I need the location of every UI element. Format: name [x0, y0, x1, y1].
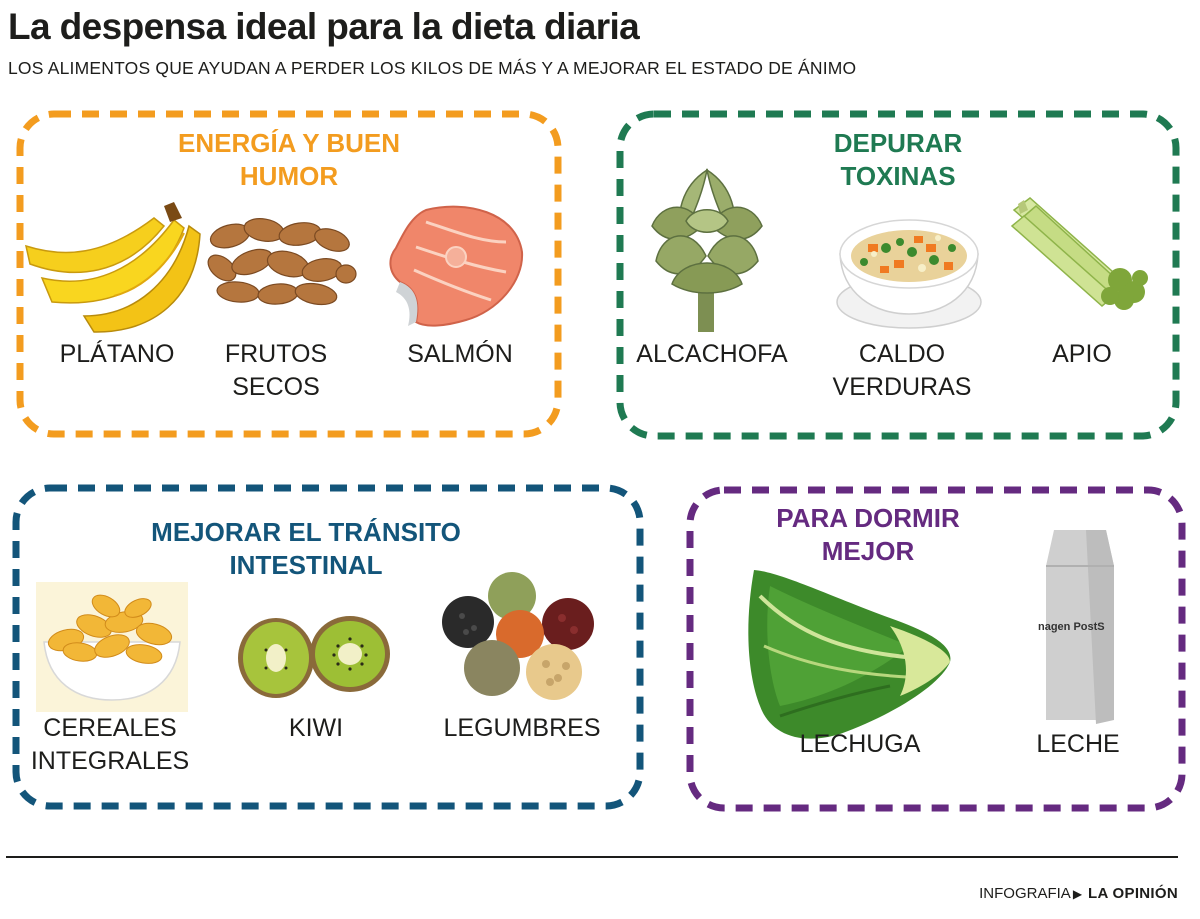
salmon-icon [389, 205, 524, 327]
item-label-platano: PLÁTANO [59, 340, 175, 368]
item-label-caldo-verduras: CALDO VERDURAS [832, 340, 972, 401]
item-label-salmon: SALMÓN [407, 340, 513, 368]
category-energia-title: ENERGÍA Y BUEN HUMOR [177, 128, 400, 191]
milk-carton-text: nagen PostS [1038, 621, 1105, 633]
soup-icon [836, 219, 982, 329]
energia-dashed-frame [16, 110, 562, 438]
category-transito-title: MEJORAR EL TRÁNSITO INTESTINAL [151, 517, 461, 580]
footer-brand: LA OPINIÓN [1088, 885, 1178, 902]
footer-credit: INFOGRAFIA ▶ LA OPINIÓN [979, 885, 1178, 902]
item-label-frutos-secos: FRUTOS SECOS [224, 340, 328, 401]
item-label-leche: LECHE [1036, 730, 1120, 758]
category-energia-box: ENERGÍA Y BUEN HUMOR PLÁTANO [16, 110, 562, 438]
page-subtitle: LOS ALIMENTOS QUE AYUDAN A PERDER LOS KI… [8, 58, 857, 78]
footer-divider [6, 856, 1178, 858]
banana-icon [24, 202, 201, 333]
artichoke-icon [651, 168, 763, 332]
item-label-apio: APIO [1052, 340, 1112, 368]
page-title: La despensa ideal para la dieta diaria [8, 6, 640, 47]
item-label-lechuga: LECHUGA [799, 730, 921, 758]
category-dormir-box: PARA DORMIR MEJOR LECHUGA nagen PostS LE… [686, 486, 1186, 812]
milk-carton-icon: nagen PostS [1038, 530, 1114, 724]
kiwi-icon [238, 616, 390, 698]
item-label-legumbres: LEGUMBRES [443, 714, 601, 742]
footer-section: INFOGRAFIA [979, 885, 1071, 902]
item-label-cereales-integrales: CEREALES INTEGRALES [30, 714, 190, 775]
item-label-kiwi: KIWI [288, 714, 344, 742]
category-depurar-box: DEPURAR TOXINAS ALCACHOFA [616, 110, 1180, 440]
legumes-icon [442, 572, 594, 700]
item-label-alcachofa: ALCACHOFA [636, 340, 788, 368]
category-dormir-title: PARA DORMIR MEJOR [776, 503, 960, 566]
cereal-bowl-icon [36, 582, 188, 712]
dormir-dashed-frame [686, 486, 1186, 812]
category-transito-box: MEJORAR EL TRÁNSITO INTESTINAL CEREALES … [12, 484, 644, 810]
almonds-icon [207, 218, 357, 306]
lettuce-icon [748, 570, 951, 739]
celery-icon [1010, 197, 1148, 310]
depurar-dashed-frame [616, 110, 1180, 440]
category-depurar-title: DEPURAR TOXINAS [833, 128, 963, 191]
triangle-right-icon: ▶ [1072, 887, 1083, 901]
transito-dashed-frame [12, 484, 644, 810]
